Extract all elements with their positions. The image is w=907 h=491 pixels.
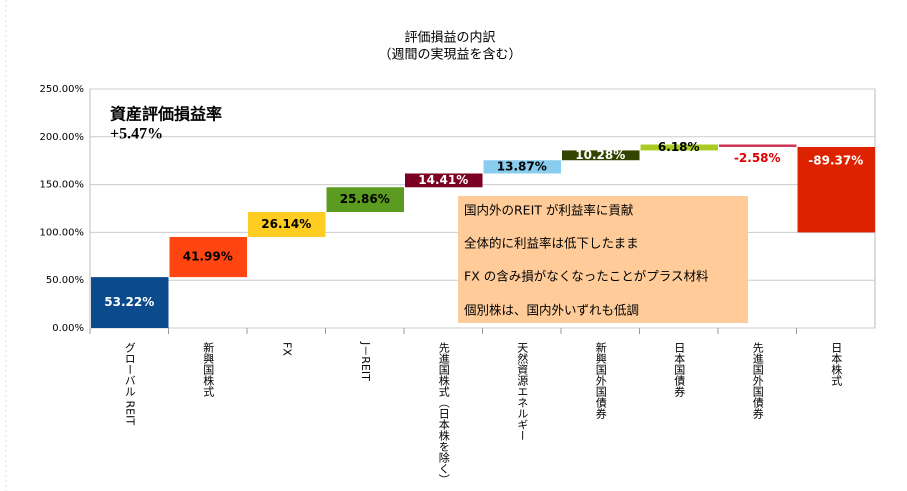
y-tick-label: 200.00% — [40, 132, 85, 143]
value-label: 10.28% — [575, 148, 625, 162]
value-label: 6.18% — [658, 140, 700, 154]
x-tick-label: 新興国株式 — [202, 341, 215, 397]
value-label: 13.87% — [497, 159, 547, 173]
chart-subtitle: （週間の実現益を含む） — [378, 47, 521, 63]
bar — [640, 144, 718, 151]
value-label: 26.14% — [261, 217, 311, 231]
note-box — [458, 196, 748, 323]
note-line: FX の含み損がなくなったことがプラス材料 — [464, 269, 709, 284]
value-label: 25.86% — [340, 192, 390, 206]
x-tick-label: 先進国外国債券 — [751, 342, 764, 419]
annotation-label: 資産評価損益率 — [110, 105, 222, 124]
value-label: 14.41% — [418, 173, 468, 187]
plot: 0.00% 50.00% 100.00% 150.00% 200.00% 250.00% 5… — [40, 84, 876, 485]
x-tick-label: グローバル REIT — [123, 342, 136, 426]
note-line: 全体的に利益率は低下したまま — [464, 236, 639, 251]
x-tick-label: 新興国外国債券 — [594, 341, 607, 419]
bar — [562, 150, 640, 161]
bar — [719, 144, 797, 147]
value-label: -89.37% — [808, 153, 863, 167]
value-label: 53.22% — [104, 295, 154, 309]
x-tick-label: 日本国債券 — [673, 342, 686, 397]
y-tick-label: 150.00% — [40, 180, 85, 191]
bar — [169, 236, 247, 278]
bar — [797, 146, 875, 233]
y-tick-label: 50.00% — [46, 275, 84, 286]
annotation-value: +5.47% — [110, 126, 163, 143]
value-label: 41.99% — [183, 250, 233, 264]
x-tick-label: 日本株式 — [830, 342, 843, 386]
bar — [248, 211, 326, 237]
bar — [483, 160, 561, 174]
note-line: 個別株は、国内外いずれも低調 — [464, 303, 639, 318]
x-tick-label: FX — [280, 342, 293, 356]
chart-title: 評価損益の内訳 — [404, 30, 495, 46]
x-tick-label: J－REIT — [359, 341, 372, 381]
bar — [91, 277, 169, 328]
y-tick-label: 100.00% — [40, 227, 85, 238]
x-tick-label: 先進国株式（日本株を除く） — [437, 342, 450, 485]
bar — [326, 187, 404, 212]
bar — [405, 173, 483, 188]
y-tick-label: 250.00% — [40, 84, 85, 95]
note-line: 国内外のREIT が利益率に貢献 — [464, 203, 633, 218]
x-tick-label: 天然資源エネルギー — [516, 342, 529, 441]
y-tick-label: 0.00% — [52, 323, 84, 334]
value-label: -2.58% — [734, 151, 781, 165]
